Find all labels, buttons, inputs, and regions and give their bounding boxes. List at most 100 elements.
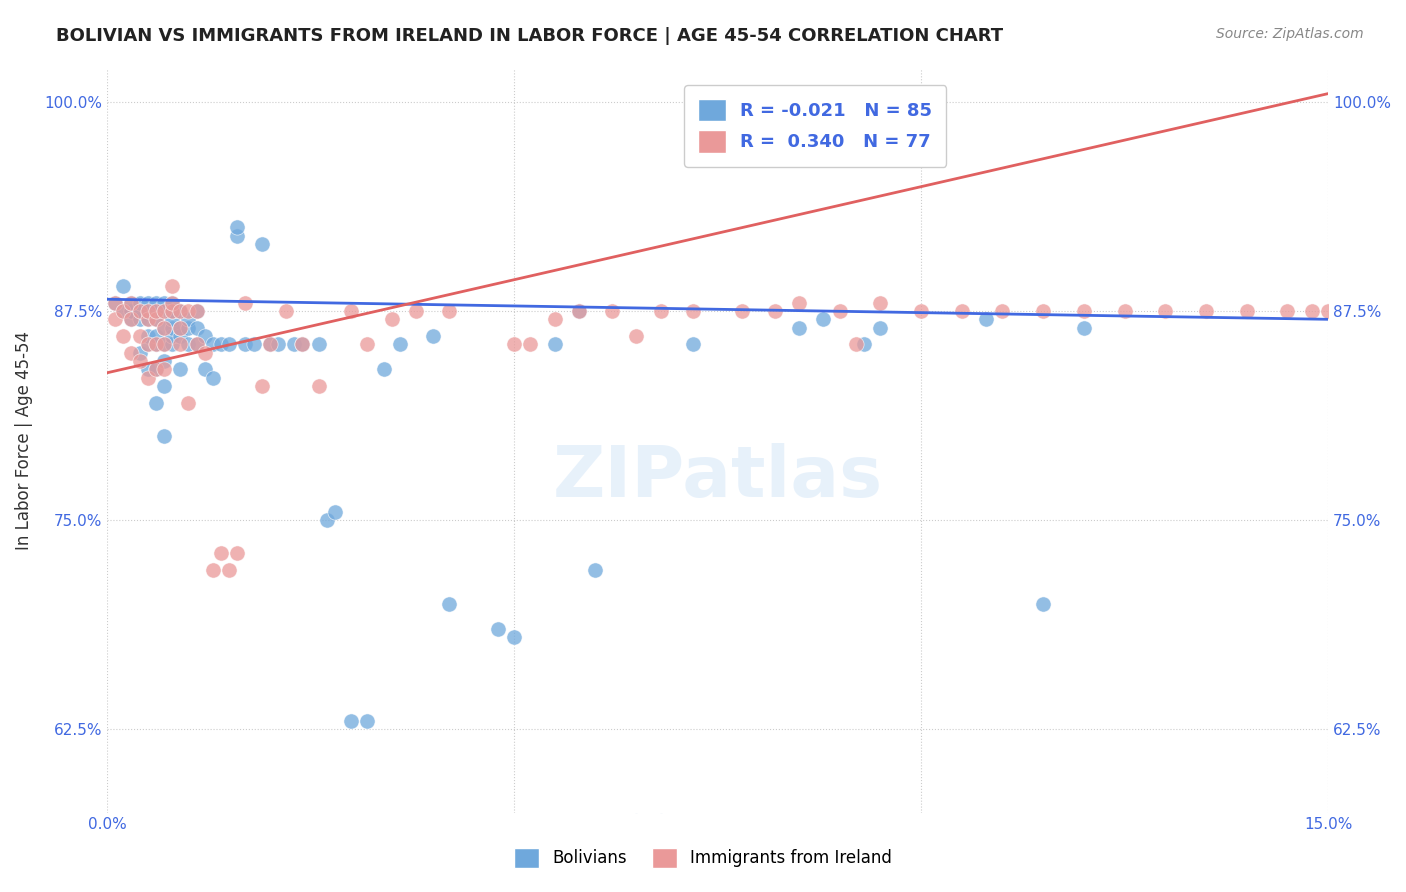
Point	[136, 371, 159, 385]
Point	[950, 304, 973, 318]
Point	[160, 337, 183, 351]
Point	[544, 337, 567, 351]
Point	[145, 312, 167, 326]
Point	[1277, 304, 1299, 318]
Point	[1073, 320, 1095, 334]
Point	[160, 295, 183, 310]
Point	[568, 304, 591, 318]
Point	[194, 362, 217, 376]
Point	[991, 304, 1014, 318]
Point	[1154, 304, 1177, 318]
Point	[145, 362, 167, 376]
Point	[910, 304, 932, 318]
Point	[308, 379, 330, 393]
Point	[194, 345, 217, 359]
Y-axis label: In Labor Force | Age 45-54: In Labor Force | Age 45-54	[15, 331, 32, 550]
Point	[1358, 304, 1381, 318]
Text: ZIPatlas: ZIPatlas	[553, 443, 883, 512]
Point	[356, 714, 378, 728]
Point	[136, 337, 159, 351]
Point	[145, 337, 167, 351]
Point	[153, 354, 176, 368]
Point	[600, 304, 623, 318]
Point	[503, 337, 526, 351]
Point	[160, 329, 183, 343]
Point	[267, 337, 290, 351]
Point	[381, 312, 404, 326]
Point	[209, 546, 232, 560]
Point	[136, 295, 159, 310]
Point	[145, 295, 167, 310]
Point	[153, 304, 176, 318]
Point	[160, 278, 183, 293]
Point	[136, 304, 159, 318]
Point	[136, 337, 159, 351]
Point	[1195, 304, 1218, 318]
Point	[1317, 304, 1340, 318]
Point	[291, 337, 314, 351]
Point	[128, 304, 150, 318]
Point	[235, 295, 257, 310]
Point	[177, 304, 200, 318]
Point	[112, 278, 135, 293]
Point	[1382, 304, 1405, 318]
Point	[153, 429, 176, 443]
Point	[177, 320, 200, 334]
Point	[201, 563, 224, 577]
Point	[315, 513, 337, 527]
Point	[650, 304, 672, 318]
Point	[104, 312, 127, 326]
Point	[136, 304, 159, 318]
Point	[145, 337, 167, 351]
Point	[112, 304, 135, 318]
Legend: Bolivians, Immigrants from Ireland: Bolivians, Immigrants from Ireland	[508, 841, 898, 875]
Point	[145, 329, 167, 343]
Point	[104, 295, 127, 310]
Point	[128, 312, 150, 326]
Point	[845, 337, 868, 351]
Point	[112, 304, 135, 318]
Point	[323, 505, 346, 519]
Point	[828, 304, 851, 318]
Point	[250, 237, 273, 252]
Point	[112, 329, 135, 343]
Point	[731, 304, 754, 318]
Point	[544, 312, 567, 326]
Point	[128, 295, 150, 310]
Point	[422, 329, 444, 343]
Point	[1073, 304, 1095, 318]
Point	[169, 329, 191, 343]
Point	[128, 354, 150, 368]
Point	[186, 337, 208, 351]
Point	[169, 362, 191, 376]
Point	[153, 337, 176, 351]
Point	[177, 312, 200, 326]
Point	[682, 304, 704, 318]
Point	[120, 345, 142, 359]
Point	[308, 337, 330, 351]
Point	[169, 320, 191, 334]
Point	[136, 329, 159, 343]
Point	[145, 304, 167, 318]
Point	[128, 304, 150, 318]
Point	[1301, 304, 1323, 318]
Point	[226, 220, 249, 235]
Point	[1333, 304, 1355, 318]
Point	[120, 312, 142, 326]
Point	[120, 295, 142, 310]
Point	[373, 362, 395, 376]
Point	[226, 546, 249, 560]
Point	[813, 312, 835, 326]
Point	[437, 597, 460, 611]
Point	[145, 312, 167, 326]
Point	[250, 379, 273, 393]
Point	[291, 337, 314, 351]
Point	[869, 320, 891, 334]
Point	[128, 329, 150, 343]
Point	[153, 337, 176, 351]
Point	[624, 814, 647, 828]
Point	[201, 371, 224, 385]
Point	[259, 337, 281, 351]
Point	[568, 304, 591, 318]
Point	[624, 329, 647, 343]
